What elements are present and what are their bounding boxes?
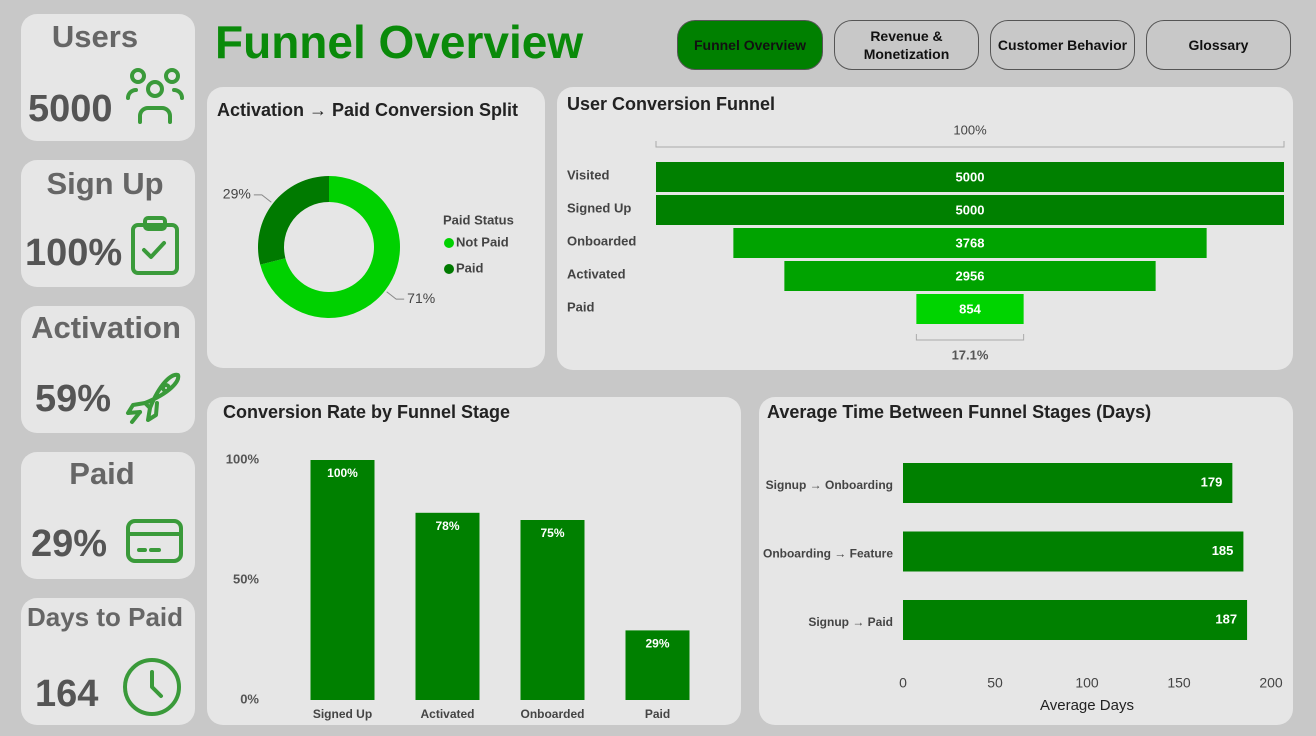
funnel-bar: [733, 228, 1207, 258]
kpi-label: Activation: [31, 310, 181, 345]
bar: [625, 630, 690, 700]
rocket-icon: [126, 372, 181, 424]
kpi-value: 164: [35, 673, 98, 715]
category-label: Activated: [567, 266, 626, 281]
donut-slice: [260, 176, 400, 318]
kpi-value: 5000: [28, 88, 113, 130]
chart-title: User Conversion Funnel: [567, 94, 775, 114]
x-tick-label: Paid: [645, 707, 670, 721]
category-label: Visited: [567, 167, 609, 182]
data-label: 854: [959, 301, 981, 316]
funnel-bar: [784, 261, 1156, 291]
kpi-label: Days to Paid: [27, 602, 183, 632]
page-title: Funnel Overview: [215, 16, 583, 68]
x-tick-label: Onboarded: [520, 707, 584, 721]
bracket: [655, 141, 1285, 148]
y-tick-label: Signup → Paid: [808, 615, 893, 629]
category-label: Signed Up: [567, 200, 631, 215]
funnel-bar: [656, 162, 1284, 192]
data-label: 29%: [223, 186, 251, 202]
kpi-label: Sign Up: [46, 166, 163, 201]
kpi-label: Paid: [69, 456, 134, 491]
y-tick-label: 100%: [226, 451, 260, 466]
legend-swatch: [444, 264, 454, 274]
nav-button[interactable]: Revenue & Monetization: [834, 20, 979, 70]
legend-title: Paid Status: [443, 212, 514, 227]
bar: [415, 512, 480, 700]
data-label: 75%: [540, 526, 564, 540]
bar: [903, 531, 1244, 572]
data-label: 2956: [956, 268, 985, 283]
kpi-value: 59%: [35, 378, 111, 420]
donut-slice: [258, 176, 329, 265]
x-tick-label: 100: [1075, 675, 1099, 691]
legend-swatch: [444, 238, 454, 248]
annotation: 100%: [953, 122, 987, 137]
users-icon: [126, 68, 184, 124]
funnel-bar: [916, 294, 1024, 324]
data-label: 78%: [435, 519, 459, 533]
kpi-value: 29%: [31, 523, 107, 565]
legend-label: Paid: [456, 260, 484, 275]
chart-title: Activation → Paid Conversion Split: [217, 100, 518, 120]
data-label: 3768: [956, 235, 985, 250]
x-tick-label: 0: [899, 675, 907, 691]
nav-button[interactable]: Glossary: [1146, 20, 1291, 70]
bar: [520, 520, 585, 700]
x-axis-label: Average Days: [1040, 697, 1134, 714]
bar: [310, 460, 375, 700]
nav-button[interactable]: Funnel Overview: [677, 20, 823, 70]
bracket: [915, 334, 1025, 341]
category-label: Paid: [567, 299, 595, 314]
y-tick-label: Signup → Onboarding: [766, 478, 893, 492]
x-tick-label: 150: [1167, 675, 1191, 691]
leader-line: [386, 291, 405, 300]
kpi-card: [21, 598, 195, 725]
data-label: 71%: [407, 290, 435, 306]
data-label: 5000: [956, 169, 985, 184]
data-label: 185: [1212, 543, 1234, 558]
data-label: 187: [1215, 611, 1237, 626]
chart-title: Average Time Between Funnel Stages (Days…: [767, 402, 1151, 422]
legend-label: Not Paid: [456, 234, 509, 249]
leader-line: [253, 194, 272, 203]
x-tick-label: Activated: [420, 707, 474, 721]
data-label: 100%: [327, 466, 358, 480]
funnel-bar: [656, 195, 1284, 225]
bar: [903, 600, 1248, 640]
y-tick-label: 50%: [233, 571, 259, 586]
kpi-card: [21, 452, 195, 579]
x-tick-label: 200: [1259, 675, 1283, 691]
bar: [903, 463, 1233, 503]
data-label: 29%: [645, 637, 669, 651]
kpi-value: 100%: [25, 232, 122, 274]
category-label: Onboarded: [567, 233, 636, 248]
y-tick-label: 0%: [240, 691, 259, 706]
clock-icon: [123, 658, 181, 716]
data-label: 5000: [956, 202, 985, 217]
nav-button[interactable]: Customer Behavior: [990, 20, 1135, 70]
clipboard-icon: [131, 216, 179, 275]
annotation: 17.1%: [952, 347, 989, 362]
y-tick-label: Onboarding → Feature: [763, 547, 893, 561]
card-icon: [126, 519, 183, 563]
data-label: 179: [1201, 474, 1223, 489]
x-tick-label: 50: [987, 675, 1003, 691]
chart-title: Conversion Rate by Funnel Stage: [223, 402, 510, 422]
x-tick-label: Signed Up: [313, 707, 372, 721]
kpi-label: Users: [52, 19, 138, 54]
